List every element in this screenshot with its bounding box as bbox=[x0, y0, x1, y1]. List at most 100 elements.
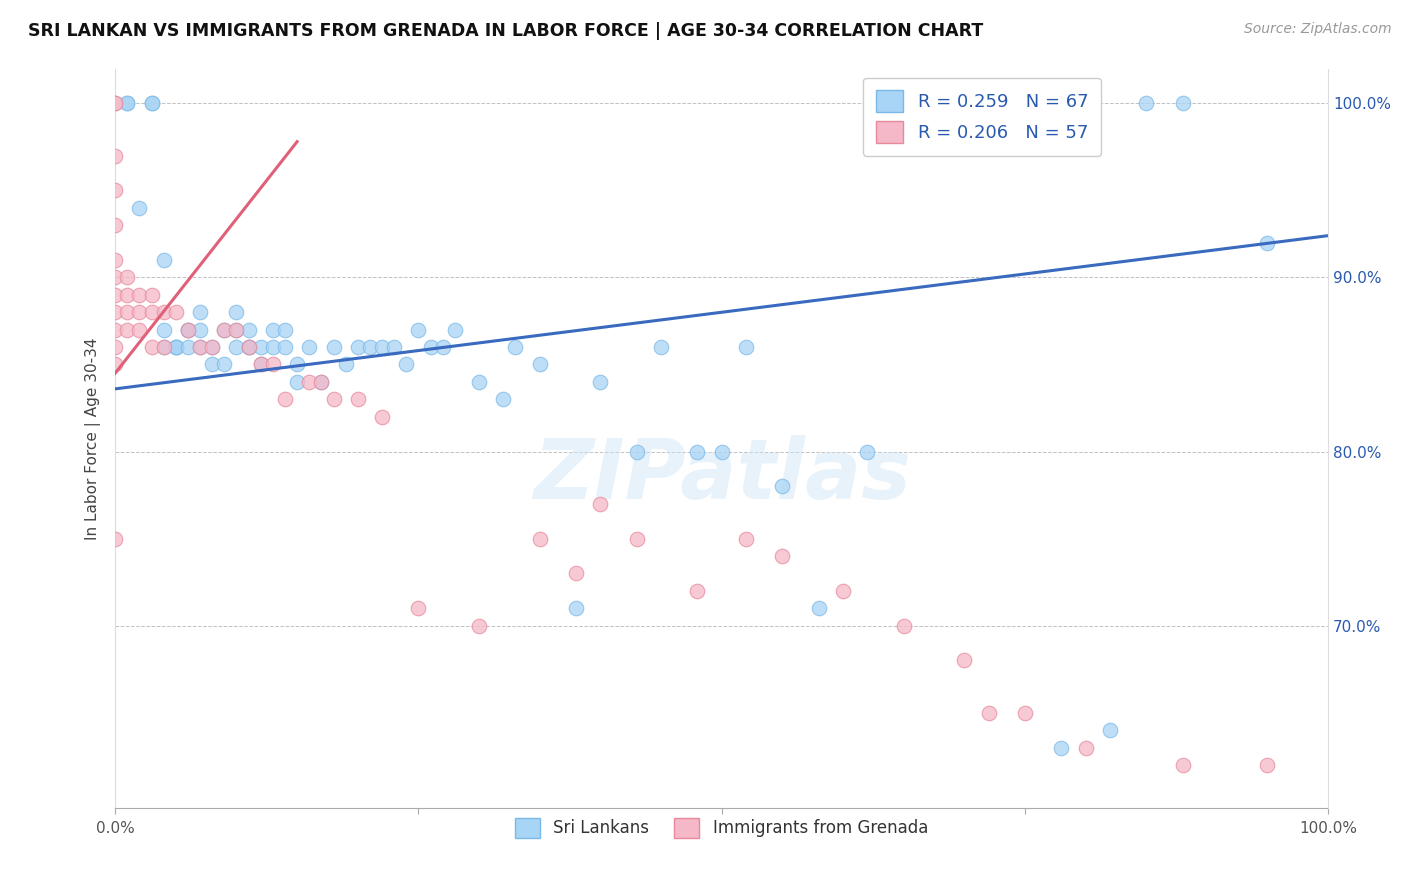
Point bbox=[298, 340, 321, 354]
Point bbox=[225, 340, 247, 354]
Point bbox=[807, 601, 830, 615]
Point bbox=[432, 340, 454, 354]
Point bbox=[468, 375, 491, 389]
Point bbox=[152, 305, 174, 319]
Point bbox=[188, 305, 211, 319]
Point bbox=[188, 340, 211, 354]
Point bbox=[117, 96, 139, 111]
Point bbox=[856, 444, 879, 458]
Point bbox=[201, 340, 224, 354]
Point bbox=[686, 444, 709, 458]
Point bbox=[626, 532, 648, 546]
Point bbox=[201, 340, 224, 354]
Point bbox=[735, 340, 758, 354]
Point bbox=[165, 340, 187, 354]
Point bbox=[395, 358, 418, 372]
Point bbox=[214, 323, 236, 337]
Point bbox=[285, 375, 308, 389]
Point bbox=[177, 323, 200, 337]
Point bbox=[117, 305, 139, 319]
Point bbox=[152, 340, 174, 354]
Point bbox=[104, 218, 127, 232]
Point bbox=[104, 358, 127, 372]
Point bbox=[1014, 706, 1036, 720]
Point bbox=[408, 601, 430, 615]
Point bbox=[188, 323, 211, 337]
Point bbox=[311, 375, 333, 389]
Point bbox=[1171, 96, 1194, 111]
Point bbox=[104, 288, 127, 302]
Point bbox=[285, 358, 308, 372]
Point bbox=[152, 340, 174, 354]
Point bbox=[274, 323, 297, 337]
Y-axis label: In Labor Force | Age 30-34: In Labor Force | Age 30-34 bbox=[86, 337, 101, 540]
Point bbox=[104, 532, 127, 546]
Point bbox=[225, 305, 247, 319]
Point bbox=[770, 479, 793, 493]
Point bbox=[177, 323, 200, 337]
Point bbox=[188, 340, 211, 354]
Point bbox=[419, 340, 441, 354]
Point bbox=[249, 340, 271, 354]
Point bbox=[249, 358, 271, 372]
Point bbox=[238, 340, 260, 354]
Point bbox=[770, 549, 793, 563]
Point bbox=[832, 583, 855, 598]
Point bbox=[141, 305, 163, 319]
Point bbox=[238, 323, 260, 337]
Point bbox=[128, 305, 150, 319]
Point bbox=[262, 340, 284, 354]
Point bbox=[443, 323, 465, 337]
Point bbox=[104, 270, 127, 285]
Point bbox=[346, 392, 368, 407]
Point bbox=[165, 305, 187, 319]
Point bbox=[104, 305, 127, 319]
Legend: Sri Lankans, Immigrants from Grenada: Sri Lankans, Immigrants from Grenada bbox=[509, 811, 935, 845]
Point bbox=[371, 340, 394, 354]
Point bbox=[529, 532, 551, 546]
Point bbox=[104, 148, 127, 162]
Point bbox=[529, 358, 551, 372]
Point bbox=[117, 288, 139, 302]
Point bbox=[359, 340, 381, 354]
Point bbox=[104, 340, 127, 354]
Point bbox=[1256, 235, 1278, 250]
Point bbox=[371, 409, 394, 424]
Point bbox=[274, 392, 297, 407]
Point bbox=[177, 340, 200, 354]
Point bbox=[141, 288, 163, 302]
Point bbox=[249, 358, 271, 372]
Point bbox=[686, 583, 709, 598]
Point bbox=[117, 270, 139, 285]
Point bbox=[117, 323, 139, 337]
Point bbox=[589, 375, 612, 389]
Point bbox=[128, 288, 150, 302]
Point bbox=[104, 183, 127, 197]
Point bbox=[298, 375, 321, 389]
Point bbox=[238, 340, 260, 354]
Point bbox=[117, 96, 139, 111]
Point bbox=[322, 340, 344, 354]
Point bbox=[408, 323, 430, 337]
Point bbox=[152, 323, 174, 337]
Point bbox=[214, 358, 236, 372]
Point bbox=[104, 323, 127, 337]
Text: Source: ZipAtlas.com: Source: ZipAtlas.com bbox=[1244, 22, 1392, 37]
Point bbox=[104, 96, 127, 111]
Point bbox=[1171, 758, 1194, 772]
Point bbox=[468, 618, 491, 632]
Point bbox=[214, 323, 236, 337]
Point bbox=[141, 96, 163, 111]
Point bbox=[1098, 723, 1121, 737]
Point bbox=[1074, 740, 1097, 755]
Point bbox=[104, 253, 127, 268]
Point bbox=[893, 618, 915, 632]
Point bbox=[492, 392, 515, 407]
Point bbox=[262, 358, 284, 372]
Point bbox=[201, 358, 224, 372]
Point bbox=[650, 340, 672, 354]
Point bbox=[141, 96, 163, 111]
Point bbox=[274, 340, 297, 354]
Point bbox=[1256, 758, 1278, 772]
Point bbox=[128, 201, 150, 215]
